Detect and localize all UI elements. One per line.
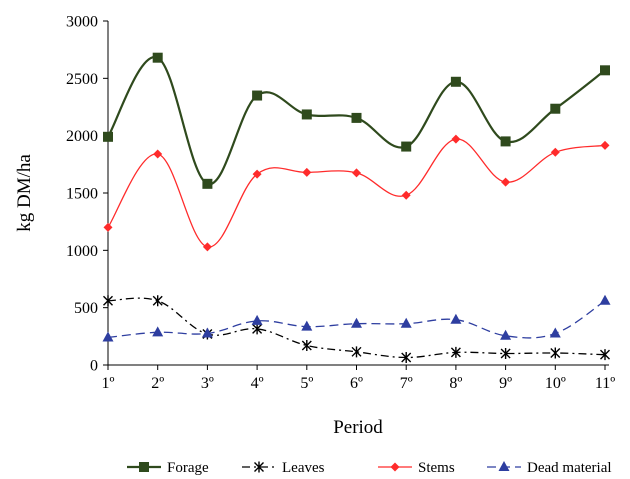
- x-tick-label: 2º: [151, 375, 164, 392]
- y-tick-label: 2000: [66, 128, 98, 145]
- data-point-stems: [252, 169, 262, 179]
- series-forage: [103, 52, 610, 189]
- series-stems: [103, 134, 610, 252]
- legend-marker: [498, 461, 510, 471]
- x-ticks: 1º 2º 3º 4º 5º 6º 7º 8º 9º 10º 11º: [102, 365, 615, 392]
- y-tick-label: 1000: [66, 243, 98, 260]
- x-axis-title: Period: [333, 417, 383, 438]
- y-tick-label: 0: [90, 358, 98, 375]
- y-tick-label: 1500: [66, 186, 98, 203]
- series-layer: [102, 52, 611, 364]
- data-point-dead-material: [102, 331, 114, 342]
- series-line-stems: [107, 138, 606, 248]
- x-tick-label: 10º: [545, 375, 566, 392]
- data-point-forage: [351, 112, 362, 123]
- data-point-leaves: [351, 346, 362, 358]
- y-tick-label: 3000: [66, 14, 98, 31]
- data-point-dead-material: [301, 320, 313, 331]
- x-tick-label: 6º: [350, 375, 363, 392]
- y-tick-label: 500: [74, 300, 98, 317]
- data-point-forage: [600, 65, 610, 76]
- x-tick-label: 5º: [300, 375, 313, 392]
- legend-label: Leaves: [282, 460, 325, 476]
- data-point-forage: [152, 52, 163, 63]
- data-point-stems: [451, 134, 461, 144]
- data-point-stems: [501, 177, 511, 187]
- data-point-dead-material: [450, 313, 462, 324]
- legend-label: Stems: [418, 460, 455, 476]
- data-point-stems: [202, 242, 212, 252]
- data-point-stems: [302, 167, 312, 177]
- data-point-stems: [401, 190, 411, 200]
- data-point-stems: [103, 222, 113, 232]
- legend-item-dead-material: Dead material: [487, 460, 612, 476]
- data-point-dead-material: [251, 314, 263, 325]
- data-point-dead-material: [500, 329, 512, 340]
- data-point-dead-material: [599, 294, 611, 305]
- axes: [107, 21, 609, 366]
- data-point-leaves: [600, 349, 610, 361]
- data-point-leaves: [103, 295, 113, 307]
- legend: Forage Leaves Stems Dead material: [127, 460, 612, 476]
- x-tick-label: 7º: [400, 375, 413, 392]
- legend-item-leaves: Leaves: [242, 460, 325, 476]
- data-point-forage: [252, 90, 263, 101]
- data-point-forage: [401, 141, 412, 152]
- data-point-forage: [550, 103, 561, 114]
- data-point-leaves: [550, 347, 561, 359]
- y-axis-title: kg DM/ha: [14, 154, 35, 232]
- data-point-dead-material: [152, 326, 164, 337]
- legend-item-forage: Forage: [127, 460, 209, 476]
- legend-marker: [139, 462, 149, 472]
- data-point-dead-material: [201, 327, 213, 338]
- data-point-leaves: [450, 346, 461, 358]
- data-point-forage: [500, 136, 511, 147]
- data-point-dead-material: [549, 327, 561, 338]
- data-point-leaves: [401, 352, 412, 364]
- data-point-forage: [103, 131, 113, 142]
- legend-marker: [390, 462, 400, 472]
- data-point-stems: [550, 147, 560, 157]
- data-point-leaves: [252, 323, 263, 335]
- data-point-forage: [301, 109, 312, 120]
- data-point-stems: [352, 168, 361, 178]
- x-tick-label: 9º: [499, 375, 512, 392]
- legend-label: Forage: [167, 460, 209, 476]
- legend-label: Dead material: [527, 460, 612, 476]
- series-line-dead-material: [107, 300, 606, 339]
- data-point-dead-material: [400, 317, 412, 328]
- data-point-stems: [153, 149, 163, 159]
- x-tick-label: 1º: [102, 375, 115, 392]
- series-dead-material: [102, 294, 611, 342]
- x-tick-label: 3º: [201, 375, 214, 392]
- series-line-leaves: [107, 297, 606, 359]
- x-tick-label: 4º: [251, 375, 264, 392]
- x-tick-label: 11º: [595, 375, 615, 392]
- data-point-leaves: [301, 340, 312, 352]
- data-point-forage: [202, 178, 213, 189]
- data-point-leaves: [152, 295, 163, 307]
- data-point-leaves: [500, 348, 511, 360]
- data-point-forage: [450, 76, 461, 87]
- series-leaves: [103, 295, 610, 364]
- legend-marker: [254, 461, 264, 473]
- y-tick-label: 2500: [66, 71, 98, 88]
- x-tick-label: 8º: [449, 375, 462, 392]
- legend-item-stems: Stems: [378, 460, 455, 476]
- data-point-dead-material: [351, 317, 362, 328]
- data-point-stems: [600, 140, 610, 150]
- y-ticks: 0 500 1000 1500 2000 2500 3000: [66, 14, 108, 375]
